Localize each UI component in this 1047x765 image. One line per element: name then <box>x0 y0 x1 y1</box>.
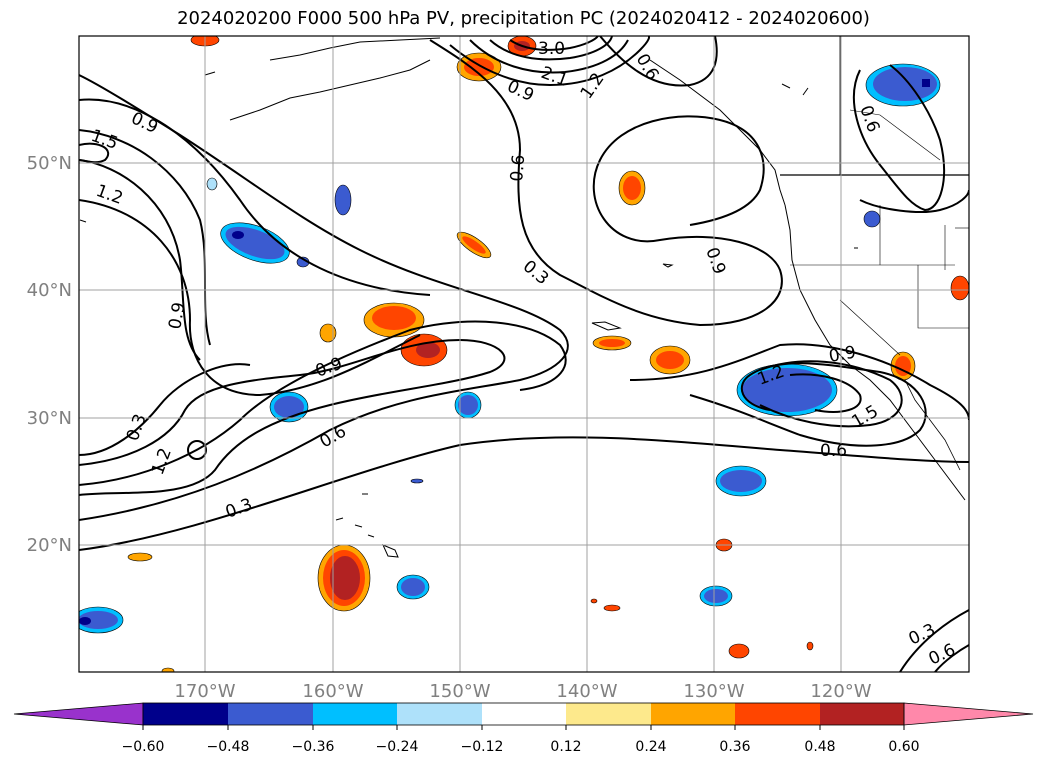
colorbar-tick-label: −0.36 <box>292 739 335 755</box>
lon-label: 120°W <box>810 681 871 702</box>
lat-label: 30°N <box>27 408 72 429</box>
colorbar-tick-label: 0.60 <box>888 739 919 755</box>
colorbar-left-arrow <box>13 702 144 726</box>
lat-label: 20°N <box>27 535 72 556</box>
lon-label: 160°W <box>302 681 363 702</box>
longitude-labels: 170°W 160°W 150°W 140°W 130°W 120°W <box>174 681 871 702</box>
lat-label: 40°N <box>27 280 72 301</box>
lon-label: 130°W <box>683 681 744 702</box>
latitude-labels: 50°N 40°N 30°N 20°N <box>27 153 72 556</box>
colorbar-segment <box>651 703 735 725</box>
colorbar-segment <box>735 703 820 725</box>
colorbar-segment <box>143 703 228 725</box>
colorbar-tick-label: −0.12 <box>461 739 504 755</box>
colorbar-tick-label: −0.24 <box>376 739 419 755</box>
contour-label: 0.9 <box>827 343 857 367</box>
colorbar-tick-label: 0.12 <box>550 739 581 755</box>
graticule <box>79 36 969 672</box>
colorbar-outline <box>142 702 905 726</box>
colorbar-segment <box>228 703 313 725</box>
colorbar-tick-label: 0.24 <box>635 739 666 755</box>
colorbar-right-arrow <box>903 702 1034 726</box>
precipitation-shading <box>79 36 969 672</box>
lon-label: 170°W <box>174 681 235 702</box>
colorbar-segment <box>566 703 651 725</box>
contour-label: 0.6 <box>507 154 529 183</box>
colorbar-segment <box>313 703 397 725</box>
lon-label: 150°W <box>429 681 490 702</box>
lon-label: 140°W <box>556 681 617 702</box>
colorbar: −0.60 −0.48 −0.36 −0.24 −0.12 0.12 0.24 … <box>13 702 1034 755</box>
contour-label: 3.0 <box>538 39 565 59</box>
contour-label: 0.9 <box>165 301 189 331</box>
pv-contours <box>79 36 969 672</box>
map-frame <box>78 35 970 673</box>
map-area: 1.5 0.9 1.2 0.9 0.3 1.2 0.9 0.6 0.3 0.6 … <box>79 36 969 672</box>
lat-label: 50°N <box>27 153 72 174</box>
colorbar-tick-label: −0.60 <box>122 739 165 755</box>
contour-label: 0.6 <box>820 441 847 461</box>
colorbar-segment <box>820 703 904 725</box>
colorbar-segment <box>482 703 566 725</box>
colorbar-tick-label: 0.36 <box>719 739 750 755</box>
colorbar-segment <box>397 703 482 725</box>
map-title: 2024020200 F000 500 hPa PV, precipitatio… <box>177 8 870 29</box>
colorbar-tick-label: 0.48 <box>804 739 835 755</box>
colorbar-tick-label: −0.48 <box>207 739 250 755</box>
